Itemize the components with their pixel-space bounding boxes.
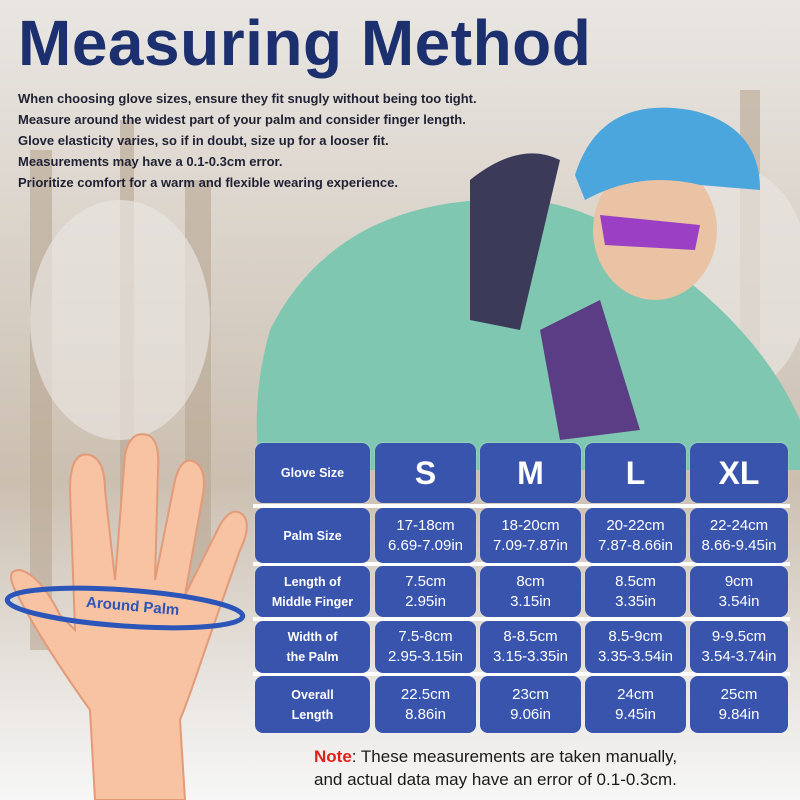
row-label: Palm Size bbox=[283, 528, 342, 543]
value-inches: 7.09-7.87in bbox=[492, 536, 569, 554]
value-cell: 17-18cm 6.69-7.09in bbox=[375, 508, 476, 563]
value-cm: 7.5-8cm bbox=[398, 628, 453, 645]
value-inches: 2.95-3.15in bbox=[387, 648, 464, 665]
value-inches: 3.15-3.35in bbox=[492, 648, 569, 665]
value-cell: 23cm 9.06in bbox=[480, 676, 581, 733]
row-label: Length of bbox=[284, 574, 341, 589]
value-cell: 24cm 9.45in bbox=[585, 676, 686, 733]
value-cm: 25cm bbox=[720, 685, 758, 703]
value-cm: 8cm bbox=[516, 572, 545, 590]
value-inches: 3.35-3.54in bbox=[597, 648, 674, 665]
value-inches: 3.35in bbox=[615, 592, 656, 610]
value-cell: 8.5-9cm 3.35-3.54in bbox=[585, 621, 686, 673]
value-inches: 8.66-9.45in bbox=[701, 536, 777, 554]
value-cell: 22.5cm 8.86in bbox=[375, 676, 476, 733]
page-title: Measuring Method bbox=[18, 7, 592, 79]
value-cell: 22-24cm 8.66-9.45in bbox=[690, 508, 788, 563]
value-cell: 8-8.5cm 3.15-3.35in bbox=[480, 621, 581, 673]
value-cm: 22-24cm bbox=[709, 516, 769, 534]
tips-list: When choosing glove sizes, ensure they f… bbox=[18, 88, 477, 193]
value-cell: 7.5cm 2.95in bbox=[375, 566, 476, 617]
value-inches: 9.45in bbox=[615, 705, 656, 723]
size-label: M bbox=[517, 454, 544, 491]
row-divider bbox=[253, 562, 790, 566]
value-cell: 7.5-8cm 2.95-3.15in bbox=[375, 621, 476, 673]
value-inches: 9.06in bbox=[510, 705, 551, 723]
value-inches: 7.87-8.66in bbox=[597, 536, 674, 554]
note-line1: : These measurements are taken manually, bbox=[351, 747, 678, 766]
value-cm: 8.5cm bbox=[615, 572, 656, 590]
value-cm: 20-22cm bbox=[606, 516, 665, 534]
value-cell: 9-9.5cm 3.54-3.74in bbox=[690, 621, 788, 673]
value-cm: 18-20cm bbox=[501, 516, 560, 534]
value-cm: 22.5cm bbox=[400, 685, 451, 703]
value-cm: 9cm bbox=[724, 572, 754, 590]
row-label-cell: Width of the Palm bbox=[255, 621, 370, 673]
value-inches: 3.54in bbox=[718, 592, 760, 610]
size-label: S bbox=[414, 454, 437, 491]
value-cm: 24cm bbox=[617, 685, 654, 703]
value-inches: 3.54-3.74in bbox=[701, 648, 777, 665]
tip: When choosing glove sizes, ensure they f… bbox=[18, 91, 477, 106]
value-cell: 18-20cm 7.09-7.87in bbox=[480, 508, 581, 563]
note-line2: and actual data may have an error of 0.1… bbox=[314, 770, 677, 789]
header-label: Glove Size bbox=[280, 466, 345, 480]
row-label-cell: Palm Size bbox=[255, 508, 370, 563]
row-divider bbox=[253, 504, 790, 508]
row-label-cell: Length of Middle Finger bbox=[255, 566, 370, 617]
row-label: Width of bbox=[287, 630, 338, 644]
value-cell: 8cm 3.15in bbox=[480, 566, 581, 617]
size-header-cell: L bbox=[585, 443, 686, 503]
row-label-cell: Overall Length bbox=[255, 676, 370, 733]
size-label: L bbox=[625, 454, 646, 491]
value-cm: 23cm bbox=[512, 685, 549, 703]
value-cell: 8.5cm 3.35in bbox=[585, 566, 686, 617]
tip: Prioritize comfort for a warm and flexib… bbox=[18, 175, 399, 190]
value-cm: 9-9.5cm bbox=[711, 628, 767, 645]
value-cm: 7.5cm bbox=[405, 572, 446, 590]
header-label-cell: Glove Size bbox=[255, 443, 370, 503]
row-label: the Palm bbox=[286, 650, 339, 664]
row-label: Length bbox=[291, 707, 334, 722]
value-cm: 8-8.5cm bbox=[503, 628, 558, 645]
size-header-cell: XL bbox=[690, 443, 788, 503]
size-label: XL bbox=[718, 454, 760, 491]
tip: Measure around the widest part of your p… bbox=[18, 112, 466, 127]
value-inches: 3.15in bbox=[510, 592, 551, 610]
hand-illustration bbox=[4, 433, 248, 800]
value-cell: 9cm 3.54in bbox=[690, 566, 788, 617]
value-inches: 6.69-7.09in bbox=[387, 536, 464, 554]
size-header-cell: M bbox=[480, 443, 581, 503]
value-inches: 8.86in bbox=[405, 705, 446, 723]
note-prefix: Note bbox=[314, 747, 352, 766]
size-header-cell: S bbox=[375, 443, 476, 503]
value-cm: 8.5-9cm bbox=[608, 628, 663, 645]
tip: Glove elasticity varies, so if in doubt,… bbox=[18, 133, 389, 148]
row-label: Middle Finger bbox=[271, 594, 354, 609]
value-inches: 2.95in bbox=[405, 592, 446, 610]
value-cell: 25cm 9.84in bbox=[690, 676, 788, 733]
row-label: Overall bbox=[291, 687, 334, 702]
note: Note: These measurements are taken manua… bbox=[314, 745, 677, 791]
tip: Measurements may have a 0.1-0.3cm error. bbox=[18, 154, 283, 169]
value-cell: 20-22cm 7.87-8.66in bbox=[585, 508, 686, 563]
row-divider bbox=[253, 672, 790, 676]
value-cm: 17-18cm bbox=[396, 516, 455, 534]
value-inches: 9.84in bbox=[718, 705, 760, 723]
row-divider bbox=[253, 617, 790, 621]
